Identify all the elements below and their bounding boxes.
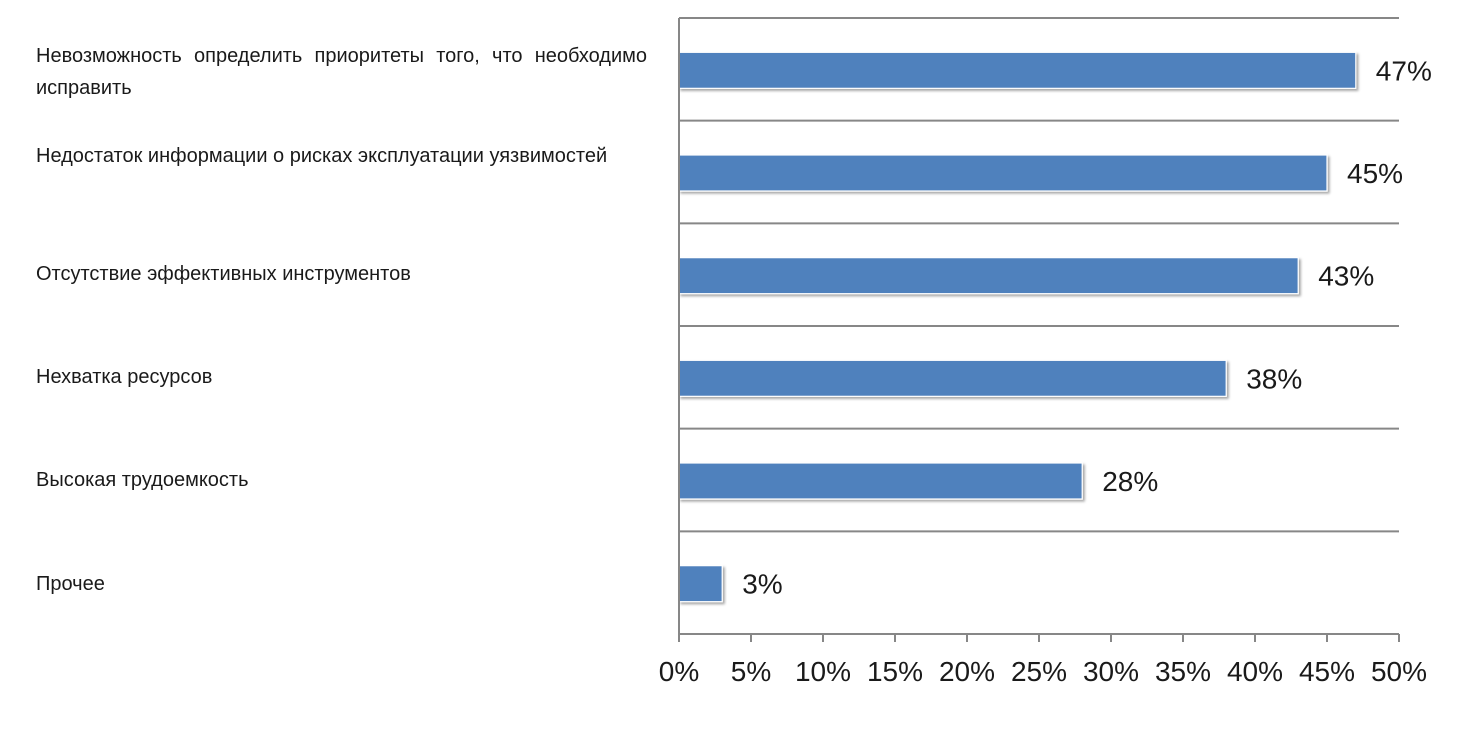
x-tick-label-4: 20% bbox=[939, 656, 995, 687]
data-label-5: 3% bbox=[742, 569, 782, 600]
x-tick-label-6: 30% bbox=[1083, 656, 1139, 687]
data-labels: 47% 45% 43% 38% 28% 3% bbox=[742, 55, 1432, 599]
x-tick-label-3: 15% bbox=[867, 656, 923, 687]
category-label-2: Отсутствие эффективных инструментов bbox=[36, 263, 411, 285]
x-tick-label-1: 5% bbox=[731, 656, 771, 687]
x-tick-label-7: 35% bbox=[1155, 656, 1211, 687]
bar-1 bbox=[678, 154, 1328, 192]
category-label-0: Невозможность определить приоритеты того… bbox=[36, 45, 647, 99]
x-tick-label-2: 10% bbox=[795, 656, 851, 687]
category-label-1: Недостаток информации о рисках эксплуата… bbox=[36, 145, 608, 167]
x-axis: 0% 5% 10% 15% 20% 25% 30% 35% 40% 45% 50% bbox=[659, 18, 1427, 687]
data-label-3: 38% bbox=[1246, 363, 1302, 394]
gridlines bbox=[679, 17, 1399, 635]
category-label-4: Высокая трудоемкость bbox=[36, 469, 249, 491]
bar-5 bbox=[678, 565, 723, 603]
x-tick-label-0: 0% bbox=[659, 656, 699, 687]
data-label-2: 43% bbox=[1318, 261, 1374, 292]
x-tick-label-9: 45% bbox=[1299, 656, 1355, 687]
x-tick-label-5: 25% bbox=[1011, 656, 1067, 687]
category-label-3: Нехватка ресурсов bbox=[36, 366, 213, 388]
x-tick-label-8: 40% bbox=[1227, 656, 1283, 687]
data-label-4: 28% bbox=[1102, 466, 1158, 497]
bar-0 bbox=[678, 51, 1357, 89]
data-label-1: 45% bbox=[1347, 158, 1403, 189]
bars bbox=[678, 51, 1357, 603]
bar-4 bbox=[678, 462, 1083, 500]
data-label-0: 47% bbox=[1376, 55, 1432, 86]
bar-3 bbox=[678, 359, 1227, 397]
bar-2 bbox=[678, 257, 1299, 295]
category-label-5: Прочее bbox=[36, 573, 105, 595]
x-tick-label-10: 50% bbox=[1371, 656, 1427, 687]
